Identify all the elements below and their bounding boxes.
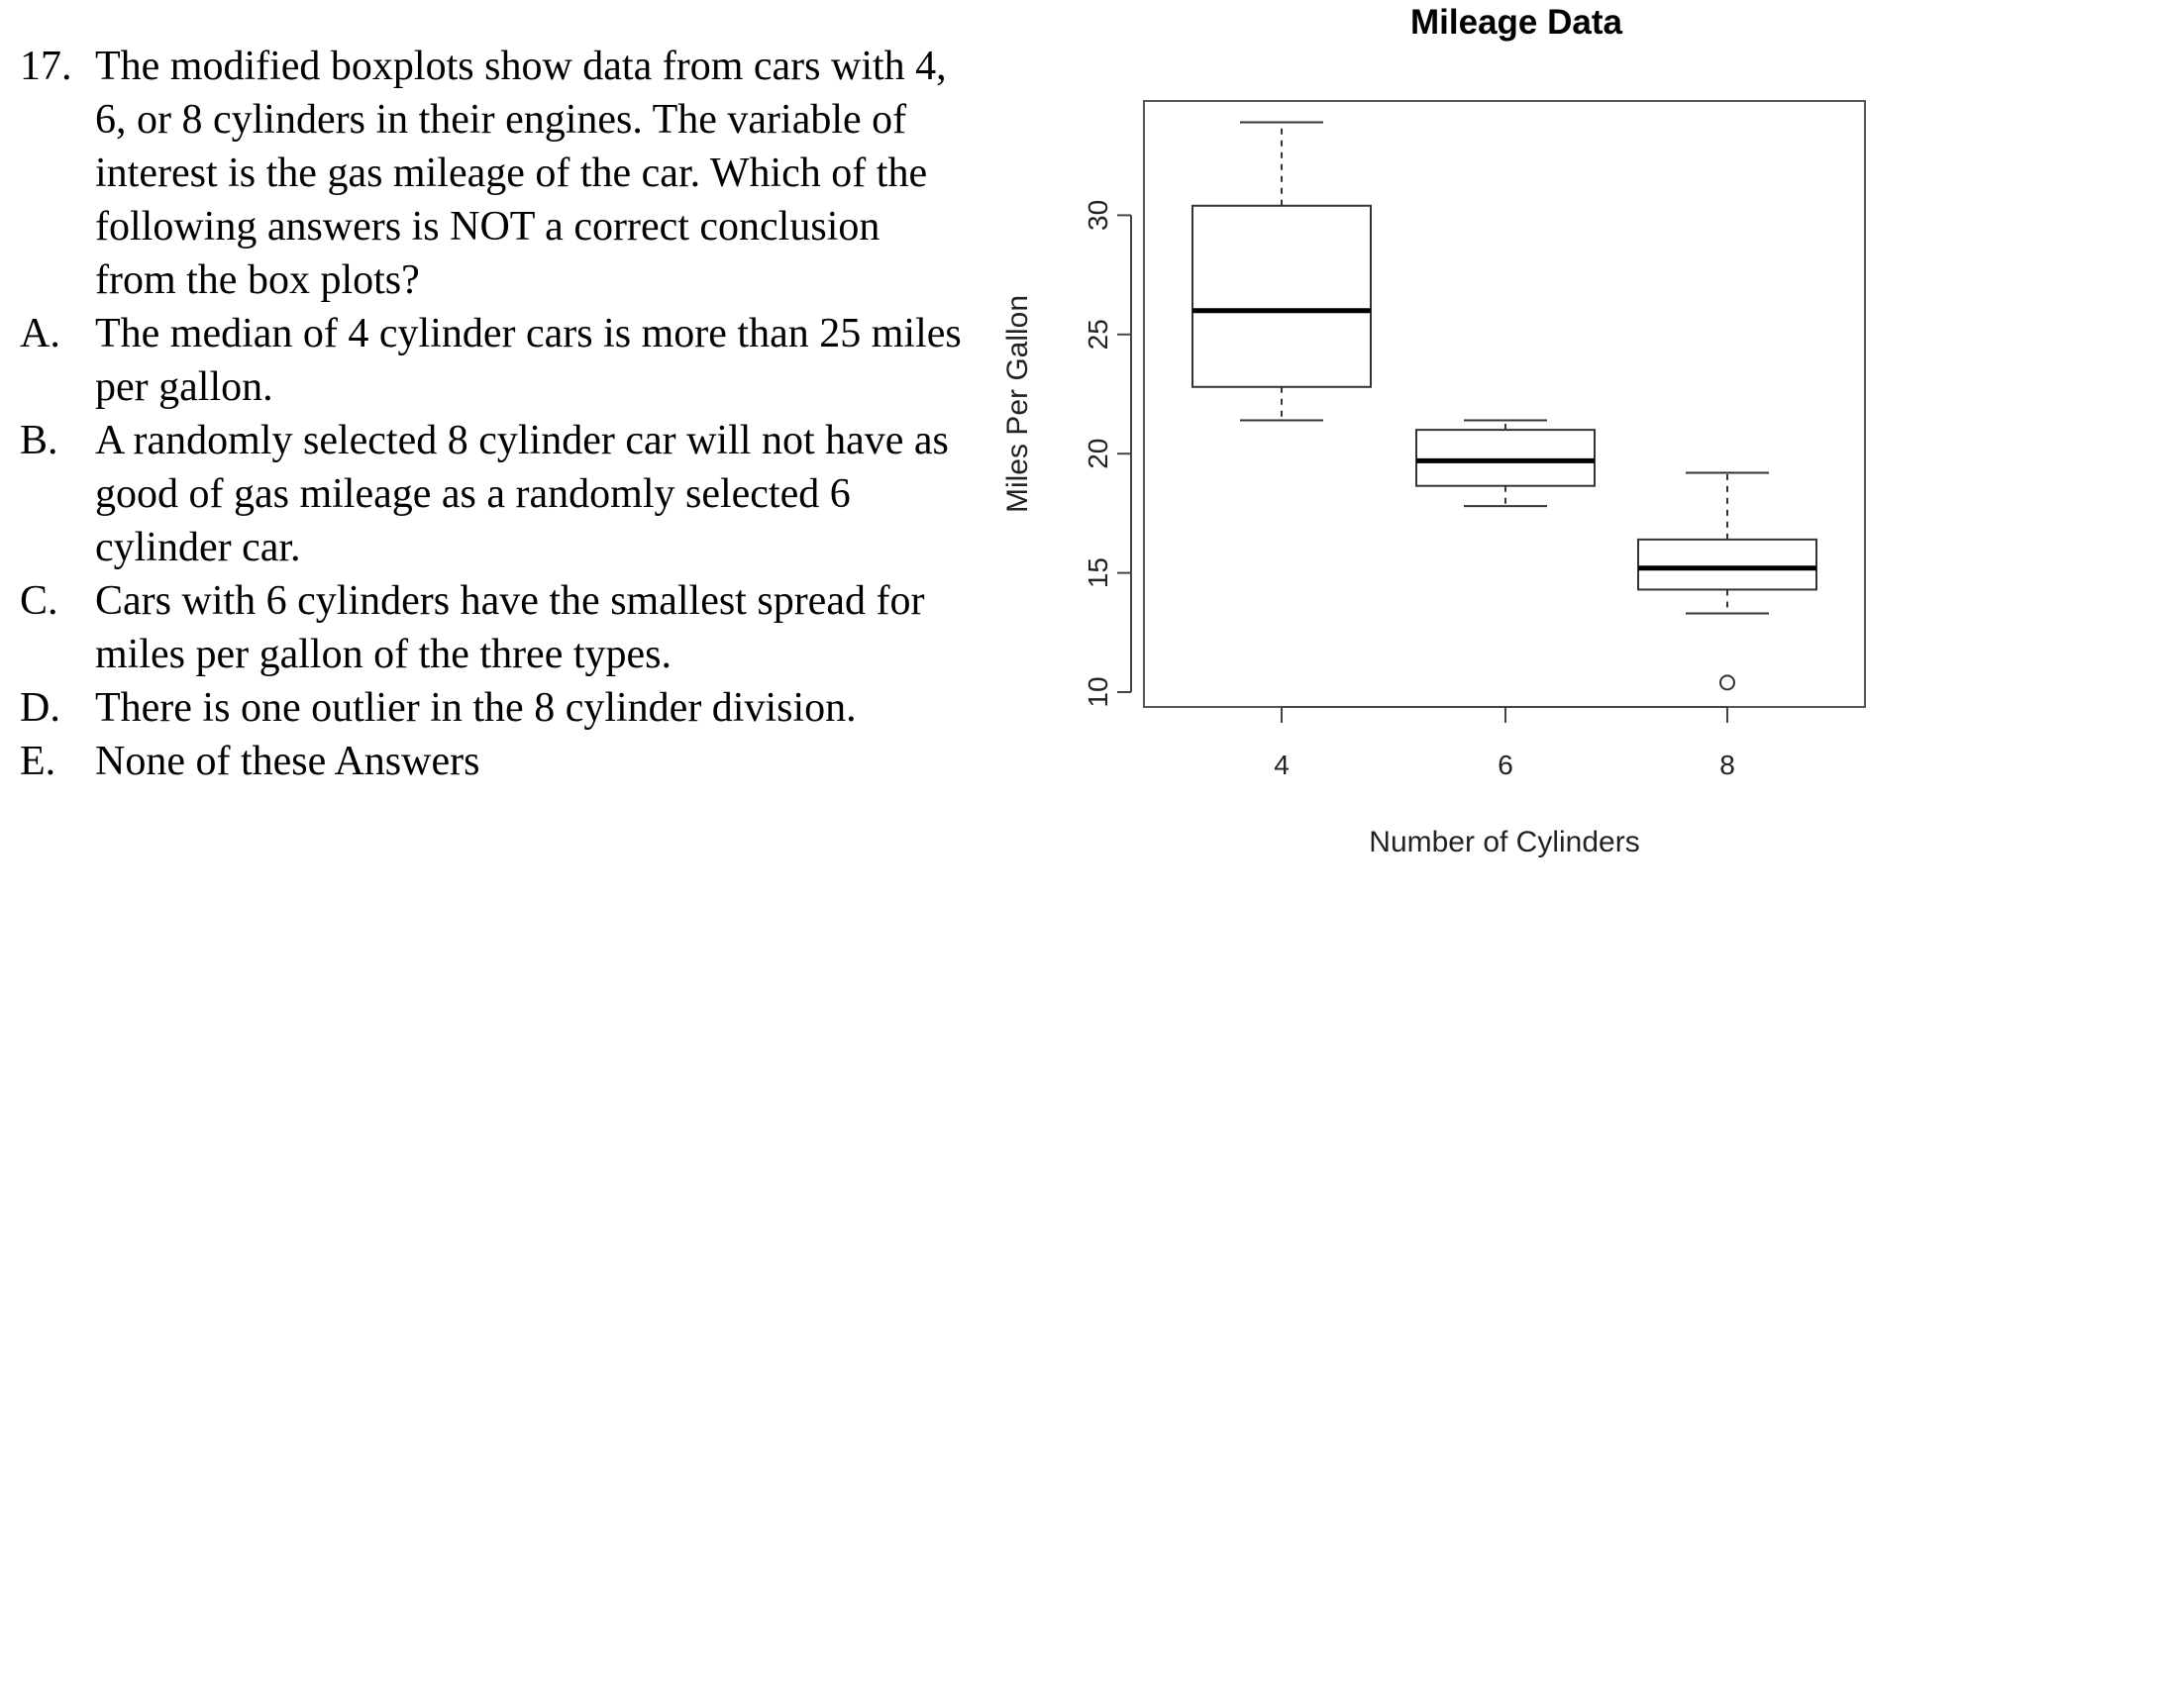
option-label: B. xyxy=(20,418,58,463)
x-tick-label: 6 xyxy=(1498,750,1513,780)
option-a: A. The median of 4 cylinder cars is more… xyxy=(20,307,971,414)
iqr-box xyxy=(1191,204,1372,388)
option-label: E. xyxy=(20,739,56,784)
mileage-boxplot-chart: Mileage Data 10 15 20 25 30 4 6 8 Number of Cy… xyxy=(1001,3,1866,858)
option-label: C. xyxy=(20,578,58,624)
option-text: There is one outlier in the 8 cylinder d… xyxy=(95,685,857,731)
option-e: E. None of these Answers xyxy=(20,735,971,788)
outlier-point xyxy=(1719,674,1735,691)
plot-frame xyxy=(1143,100,1866,708)
y-tick-label: 10 xyxy=(1083,676,1113,707)
x-tick-label: 8 xyxy=(1719,750,1735,780)
question-stem: 17. The modified boxplots show data from… xyxy=(20,40,971,307)
chart-title: Mileage Data xyxy=(1410,3,1622,42)
box-8-cylinders xyxy=(1637,471,1817,691)
option-label: D. xyxy=(20,685,60,731)
iqr-box xyxy=(1637,538,1817,591)
x-axis: 4 6 8 xyxy=(1274,706,1735,780)
y-tick-label: 15 xyxy=(1083,557,1113,588)
option-text: A randomly selected 8 cylinder car will … xyxy=(95,418,949,570)
box-6-cylinders xyxy=(1415,419,1596,508)
boxplots xyxy=(1191,121,1817,691)
question: 17. The modified boxplots show data from… xyxy=(20,40,971,788)
question-number: 17. xyxy=(20,44,72,89)
question-stem-text: The modified boxplots show data from car… xyxy=(95,44,947,303)
x-tick-label: 4 xyxy=(1274,750,1290,780)
y-tick-label: 20 xyxy=(1083,439,1113,469)
option-text: The median of 4 cylinder cars is more th… xyxy=(95,311,962,410)
y-axis-label: Miles Per Gallon xyxy=(1001,295,1034,513)
option-text: None of these Answers xyxy=(95,739,480,784)
x-axis-label: Number of Cylinders xyxy=(1369,826,1639,858)
option-b: B. A randomly selected 8 cylinder car wi… xyxy=(20,414,971,574)
box-4-cylinders xyxy=(1191,121,1372,422)
y-tick-label: 25 xyxy=(1083,319,1113,350)
option-text: Cars with 6 cylinders have the smallest … xyxy=(95,578,925,677)
y-tick-label: 30 xyxy=(1083,200,1113,231)
iqr-box xyxy=(1415,429,1596,487)
option-label: A. xyxy=(20,311,60,356)
y-axis: 10 15 20 25 30 xyxy=(1083,200,1132,708)
option-c: C. Cars with 6 cylinders have the smalle… xyxy=(20,574,971,681)
option-d: D. There is one outlier in the 8 cylinde… xyxy=(20,681,971,735)
